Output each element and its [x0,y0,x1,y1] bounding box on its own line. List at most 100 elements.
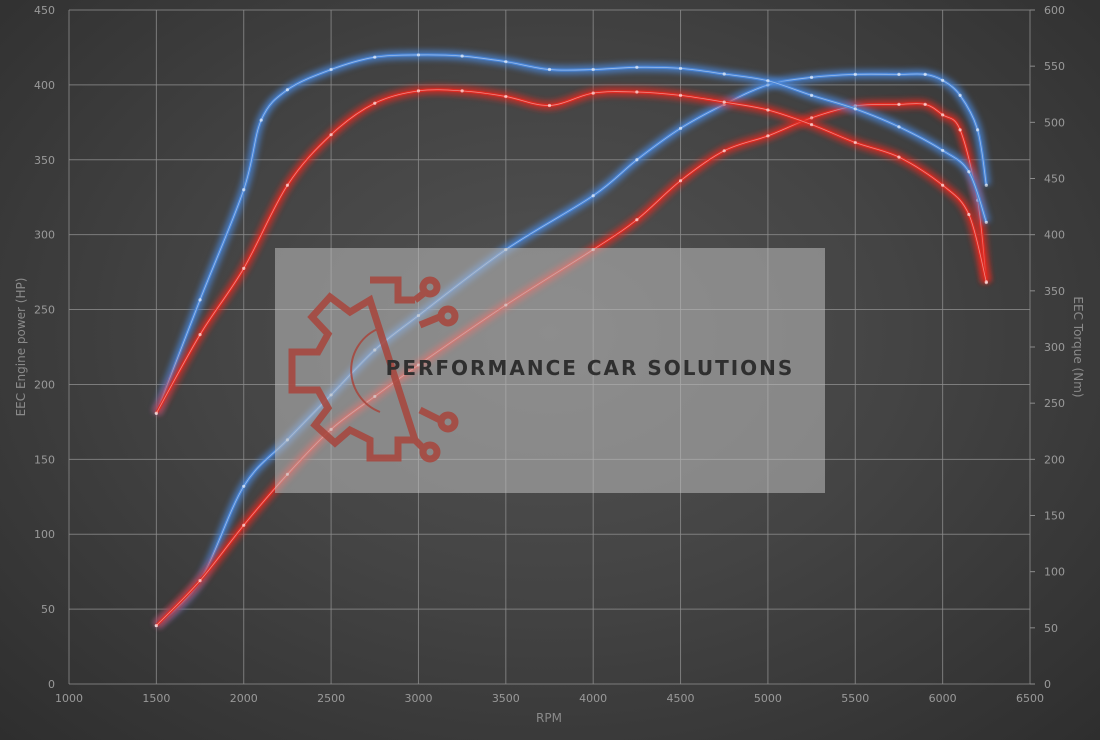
data-point [504,94,508,99]
y-right-tick-label: 0 [1044,678,1051,691]
data-point [897,102,901,106]
data-point [373,101,377,105]
data-point [897,72,901,77]
data-point [975,128,980,132]
y-left-tick-label: 0 [48,678,55,691]
data-point [923,102,927,106]
y-left-tick-label: 450 [34,4,55,17]
data-point [635,158,639,162]
data-point [897,125,901,129]
data-point [591,67,595,72]
x-tick-label: 5000 [754,692,782,705]
y-right-tick-label: 50 [1044,622,1058,635]
y-left-tick-label: 150 [34,453,55,466]
data-point [766,108,770,112]
data-point [285,88,290,92]
y-left-tick-label: 50 [41,603,55,616]
x-tick-label: 4000 [579,692,607,705]
data-point [941,148,945,153]
x-tick-label: 1000 [55,692,83,705]
x-tick-label: 1500 [142,692,170,705]
data-point [591,194,595,198]
data-point [958,93,962,97]
x-axis-label: RPM [536,711,562,725]
y-left-tick-label: 300 [34,229,55,242]
data-point [547,103,552,108]
x-tick-label: 6000 [929,692,957,705]
y-right-tick-label: 600 [1044,4,1065,17]
data-point [984,220,988,224]
y-left-tick-label: 400 [34,79,55,92]
data-point [547,67,552,72]
data-point [809,93,814,97]
data-point [984,280,988,284]
x-tick-label: 2000 [230,692,258,705]
data-point [722,72,726,76]
data-point [242,266,246,270]
data-point [766,134,770,138]
x-tick-label: 2500 [317,692,345,705]
y-left-tick-label: 250 [34,304,55,317]
y-left-tick-label: 200 [34,378,55,391]
data-point [678,179,683,183]
y-right-tick-label: 400 [1044,229,1065,242]
data-point [678,66,683,71]
data-point [242,188,246,192]
y-left-tick-label: 100 [34,528,55,541]
data-point [941,78,945,82]
data-point [460,54,464,58]
data-point [329,133,333,137]
data-point [766,79,770,83]
watermark: PERFORMANCE CAR SOLUTIONS [275,248,825,493]
y-right-tick-label: 350 [1044,285,1065,298]
data-point [635,90,639,94]
data-point [897,155,901,159]
x-tick-label: 3000 [404,692,432,705]
data-point [635,218,639,222]
y-right-tick-label: 300 [1044,341,1065,354]
data-point [285,183,290,187]
data-point [198,579,202,583]
data-point [941,183,945,187]
data-point [416,89,421,93]
data-point [416,53,421,57]
data-point [154,623,158,628]
data-point [923,72,927,77]
y-axis-left-label: EEC Engine power (HP) [14,278,28,417]
data-point [722,149,726,153]
y-left-tick-label: 350 [34,154,55,167]
data-point [984,183,988,187]
data-point [154,411,158,415]
y-right-tick-label: 150 [1044,510,1065,523]
data-point [853,140,857,145]
x-tick-label: 4500 [667,692,695,705]
x-tick-label: 6500 [1016,692,1044,705]
data-point [958,128,962,132]
data-point [967,212,971,217]
data-point [460,89,464,93]
series-torque-stock [152,85,991,416]
tick-labels: 1000 1500 2000 2500 3000 3500 4000 4500 5000 5500… [34,4,1065,705]
y-right-tick-label: 100 [1044,566,1065,579]
data-point [722,100,726,104]
series-torque-tuned [152,50,991,415]
y-right-tick-label: 450 [1044,173,1065,186]
data-point [635,65,639,69]
watermark-text: PERFORMANCE CAR SOLUTIONS [386,356,795,380]
data-point [941,113,945,117]
data-point [242,484,246,488]
data-point [967,170,971,174]
data-point [591,91,595,95]
data-point [504,60,508,64]
data-point [198,333,202,337]
data-point [809,75,814,79]
data-point [329,67,333,72]
data-point [809,122,814,127]
y-right-tick-label: 550 [1044,60,1065,73]
x-tick-label: 3500 [492,692,520,705]
x-tick-label: 5500 [841,692,869,705]
y-right-tick-label: 250 [1044,397,1065,410]
data-point [373,55,377,59]
data-point [853,72,857,77]
